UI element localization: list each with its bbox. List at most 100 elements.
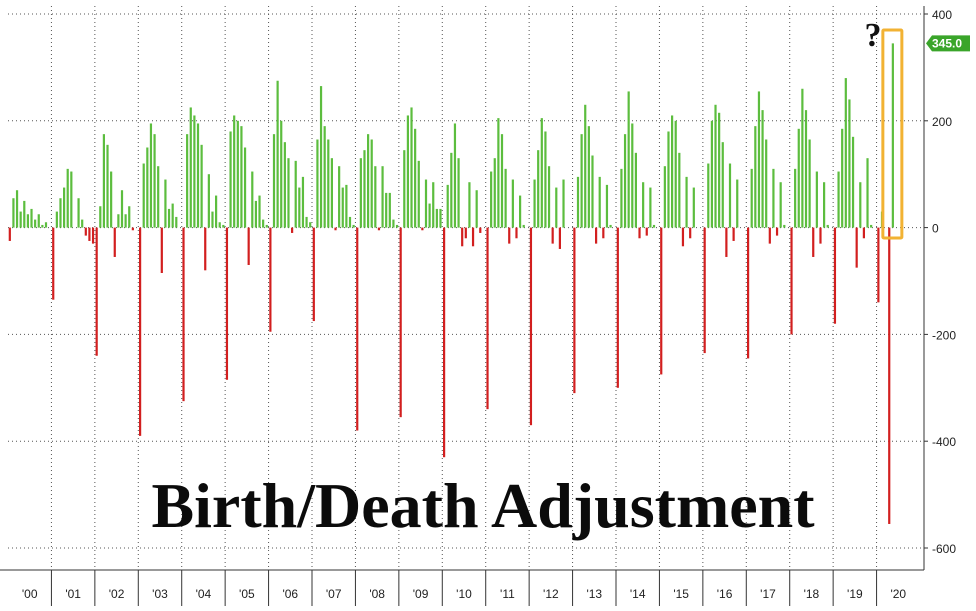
bar-positive bbox=[649, 187, 652, 228]
y-tick-label: 0 bbox=[932, 222, 939, 236]
bar-negative bbox=[645, 227, 648, 236]
bar-positive bbox=[77, 198, 80, 228]
bar-positive bbox=[164, 179, 167, 228]
x-tick-label: '12 bbox=[543, 587, 559, 601]
bar-positive bbox=[555, 187, 558, 228]
bar-positive bbox=[272, 134, 276, 228]
bar-positive bbox=[609, 224, 612, 228]
bar-positive bbox=[439, 208, 442, 228]
bar-positive bbox=[504, 168, 507, 228]
bar-positive bbox=[522, 224, 525, 228]
bar-positive bbox=[718, 112, 721, 228]
bar-negative bbox=[819, 227, 822, 244]
bar-positive bbox=[797, 128, 800, 228]
bar-positive bbox=[500, 134, 504, 228]
bar-negative bbox=[479, 227, 482, 233]
bar-negative bbox=[768, 227, 771, 244]
bar-positive bbox=[453, 123, 457, 228]
bar-positive bbox=[631, 123, 634, 228]
bar-positive bbox=[623, 134, 627, 228]
bar-negative bbox=[486, 227, 489, 410]
bar-negative bbox=[529, 227, 533, 426]
bar-negative bbox=[356, 227, 359, 431]
bar-positive bbox=[783, 224, 786, 228]
bar-positive bbox=[468, 182, 471, 228]
bar-positive bbox=[424, 179, 428, 228]
bar-negative bbox=[595, 227, 598, 244]
bar-positive bbox=[801, 88, 804, 228]
x-tick-label: '08 bbox=[369, 587, 385, 601]
x-tick-label: '10 bbox=[456, 587, 472, 601]
bar-negative bbox=[52, 227, 55, 300]
bar-negative bbox=[247, 227, 250, 265]
bar-positive bbox=[627, 91, 630, 228]
axis-layer: 400 200 0 -200 -400 -600 '00 '01 '02 '03 '04 '05 '06… bbox=[0, 6, 956, 606]
bar-positive bbox=[301, 176, 305, 228]
bar-layer bbox=[8, 43, 894, 524]
bar-positive bbox=[493, 158, 496, 228]
bar-negative bbox=[334, 227, 337, 231]
bar-positive bbox=[707, 163, 710, 228]
bar-positive bbox=[851, 136, 855, 228]
x-tick-label: '05 bbox=[239, 587, 255, 601]
bar-positive bbox=[837, 171, 840, 228]
x-tick-label: '02 bbox=[109, 587, 125, 601]
bar-positive bbox=[757, 91, 761, 228]
bar-positive bbox=[102, 134, 105, 228]
bar-negative bbox=[269, 227, 272, 332]
bar-negative bbox=[182, 227, 185, 402]
bar-positive bbox=[728, 163, 732, 228]
bar-positive bbox=[229, 131, 232, 228]
bar-positive bbox=[81, 219, 84, 228]
bar-positive bbox=[222, 224, 225, 228]
bar-negative bbox=[95, 227, 98, 356]
bar-positive bbox=[345, 184, 348, 228]
bar-negative bbox=[703, 227, 706, 354]
bar-negative bbox=[862, 227, 865, 239]
bar-positive bbox=[547, 166, 551, 228]
bar-negative bbox=[681, 227, 685, 247]
bar-negative bbox=[689, 227, 692, 239]
x-tick-label: '01 bbox=[65, 587, 81, 601]
bar-positive bbox=[316, 139, 319, 228]
bar-positive bbox=[215, 195, 218, 228]
last-value-badge: 345.0 bbox=[926, 35, 970, 52]
bar-negative bbox=[131, 227, 134, 231]
bar-negative bbox=[515, 227, 518, 239]
highlight-box bbox=[881, 28, 904, 240]
bar-positive bbox=[34, 219, 37, 228]
bar-positive bbox=[511, 179, 514, 228]
bar-positive bbox=[70, 171, 73, 228]
bar-positive bbox=[153, 134, 156, 228]
bar-negative bbox=[747, 227, 750, 359]
bar-negative bbox=[616, 227, 619, 388]
grid-layer bbox=[8, 6, 924, 570]
bar-positive bbox=[540, 118, 543, 228]
bar-negative bbox=[464, 227, 467, 239]
bar-negative bbox=[888, 227, 891, 524]
bar-positive bbox=[620, 168, 623, 228]
y-tick-label: 400 bbox=[932, 8, 952, 22]
bar-positive bbox=[533, 179, 536, 228]
bar-negative bbox=[291, 227, 294, 233]
bar-positive bbox=[374, 166, 377, 228]
bar-positive bbox=[450, 152, 453, 228]
bar-positive bbox=[30, 208, 33, 228]
bar-positive bbox=[298, 187, 301, 228]
x-tick-label: '18 bbox=[804, 587, 820, 601]
bar-positive bbox=[663, 166, 666, 228]
bar-positive bbox=[667, 131, 670, 228]
bar-positive bbox=[15, 190, 19, 228]
bar-positive bbox=[233, 115, 236, 228]
bar-positive bbox=[146, 147, 149, 228]
bar-positive bbox=[584, 104, 587, 228]
x-tick-label: '14 bbox=[630, 587, 646, 601]
bar-positive bbox=[128, 206, 131, 228]
bar-positive bbox=[772, 168, 775, 228]
bar-positive bbox=[537, 150, 540, 228]
bar-negative bbox=[725, 227, 728, 257]
bar-positive bbox=[12, 198, 15, 228]
bar-positive bbox=[330, 158, 333, 228]
bar-positive bbox=[276, 80, 279, 228]
